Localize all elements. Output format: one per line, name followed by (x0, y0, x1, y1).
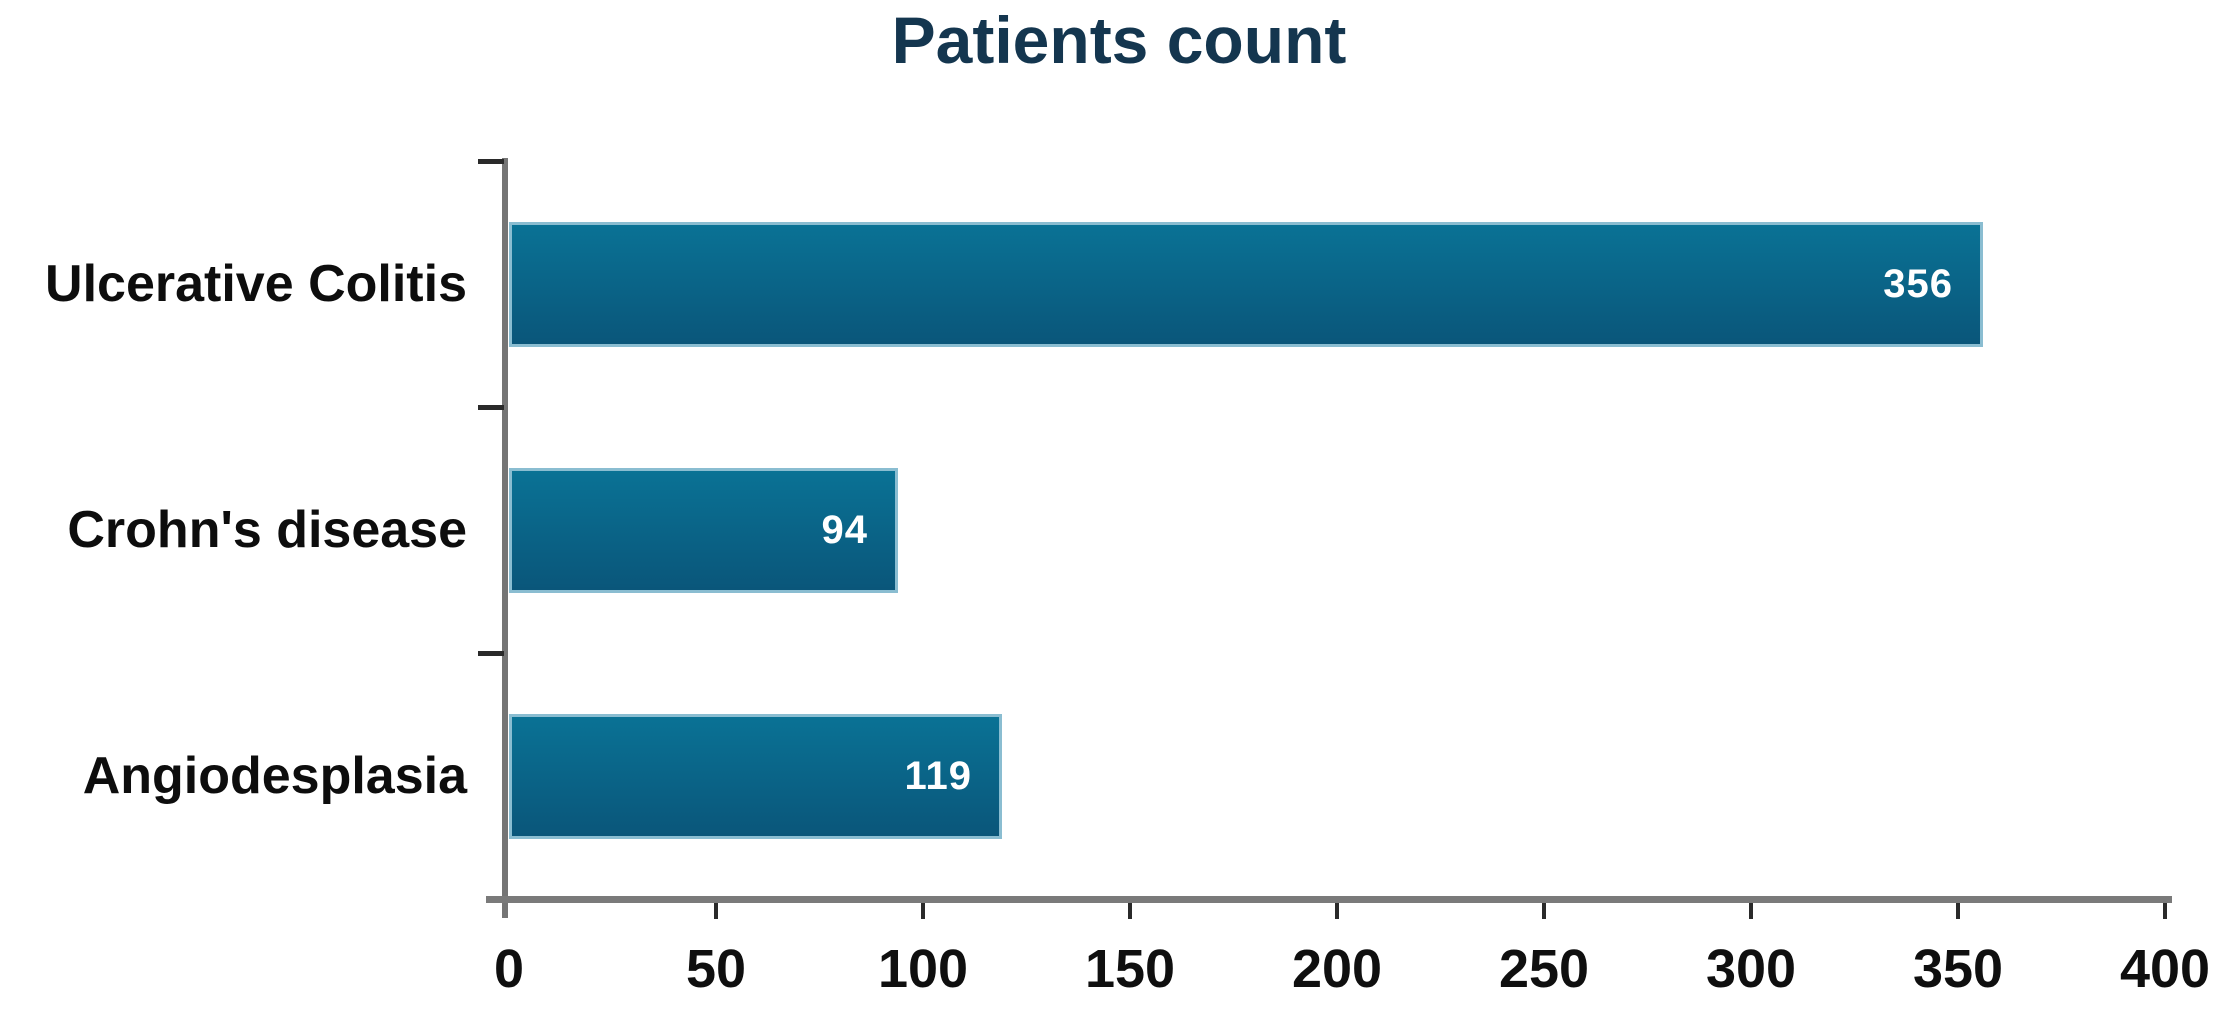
x-axis-tick-label: 200 (1291, 939, 1383, 999)
bar-ulcerative-colitis: 356 (509, 221, 1983, 347)
bar-crohn-s-disease: 94 (509, 467, 898, 593)
x-axis-tick-label: 400 (2119, 939, 2211, 999)
x-axis-tick-label: 0 (493, 939, 525, 999)
x-axis-tick-mark (2163, 903, 2167, 919)
x-axis-tick-label: 350 (1912, 939, 2004, 999)
y-axis-line (502, 158, 508, 918)
y-axis-tick-mark (478, 651, 504, 656)
x-axis-tick-mark (1956, 903, 1960, 919)
x-axis-tick-mark (714, 903, 718, 919)
bar-value-label-crohn-s-disease: 94 (821, 507, 868, 552)
y-axis-tick-mark (478, 159, 504, 164)
x-axis-line (486, 896, 2172, 903)
x-axis-tick-mark (1749, 903, 1753, 919)
x-axis-tick-mark (1542, 903, 1546, 919)
x-axis-tick-label: 300 (1705, 939, 1797, 999)
y-axis-tick-mark (478, 405, 504, 410)
x-axis-tick-mark (1335, 903, 1339, 919)
bar-value-label-ulcerative-colitis: 356 (1883, 261, 1953, 306)
chart-title: Patients count (891, 3, 1347, 77)
bar-angiodesplasia: 119 (509, 713, 1002, 839)
x-axis-tick-mark (921, 903, 925, 919)
x-axis-tick-label: 150 (1084, 939, 1176, 999)
x-axis-tick-mark (1128, 903, 1132, 919)
bar-value-label-angiodesplasia: 119 (904, 753, 972, 798)
category-label-ulcerative-colitis: Ulcerative Colitis (45, 254, 467, 313)
x-axis-tick-label: 50 (685, 939, 747, 999)
x-axis-tick-label: 100 (877, 939, 969, 999)
category-label-angiodesplasia: Angiodesplasia (82, 746, 467, 805)
category-label-crohn-s-disease: Crohn's disease (67, 500, 467, 559)
x-axis-tick-label: 250 (1498, 939, 1590, 999)
